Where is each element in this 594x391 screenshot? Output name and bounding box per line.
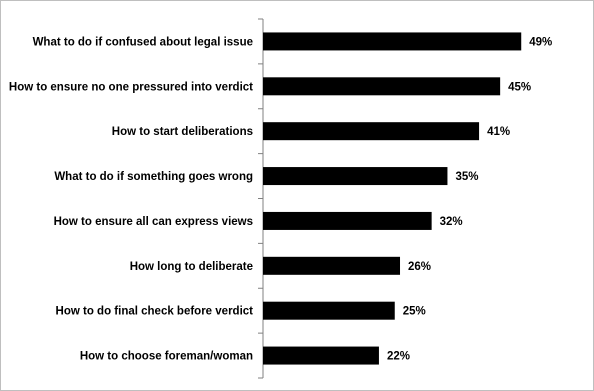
- category-labels: What to do if confused about legal issue…: [9, 36, 253, 362]
- value-label: 35%: [455, 171, 478, 183]
- category-label: What to do if something goes wrong: [54, 171, 253, 183]
- value-labels: 49% 45% 41% 35% 32% 26% 25% 22%: [387, 36, 552, 362]
- bar: [263, 301, 395, 320]
- category-label: How to start deliberations: [112, 126, 253, 138]
- bar: [263, 167, 448, 186]
- bar-group: [263, 32, 522, 365]
- y-axis-ticks: [258, 18, 263, 379]
- bar: [263, 77, 501, 96]
- category-label: What to do if confused about legal issue: [33, 36, 253, 48]
- value-label: 25%: [403, 306, 426, 318]
- value-label: 41%: [487, 126, 510, 138]
- value-label: 32%: [440, 216, 463, 228]
- bar: [263, 256, 401, 275]
- category-label: How long to deliberate: [130, 261, 253, 273]
- bar: [263, 122, 480, 141]
- bar: [263, 346, 379, 365]
- value-label: 26%: [408, 261, 431, 273]
- value-label: 49%: [529, 36, 552, 48]
- value-label: 45%: [508, 81, 531, 93]
- bar: [263, 32, 522, 51]
- value-label: 22%: [387, 351, 410, 363]
- category-label: How to do final check before verdict: [56, 306, 254, 318]
- category-label: How to ensure all can express views: [54, 216, 253, 228]
- bar: [263, 211, 432, 230]
- category-label: How to choose foreman/woman: [80, 351, 253, 363]
- category-label: How to ensure no one pressured into verd…: [9, 81, 253, 93]
